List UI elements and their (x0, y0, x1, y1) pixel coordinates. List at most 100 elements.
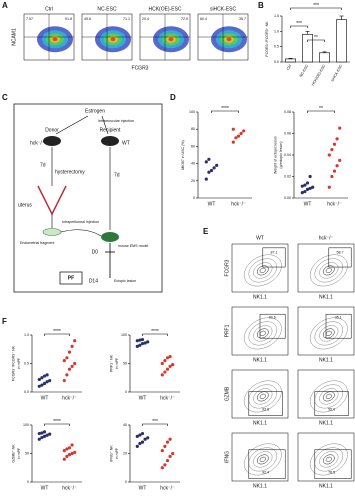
point (67, 367, 72, 371)
y-axis-label: MKI67 in USC (%) (181, 140, 185, 169)
contour (248, 321, 278, 346)
plot-frame (297, 243, 355, 293)
panel-label: D (170, 93, 176, 102)
x-tick-label: WT (41, 395, 49, 401)
point (42, 381, 47, 386)
significance: *** (296, 21, 302, 27)
diagram-frame (13, 103, 163, 293)
significance-bracket (211, 110, 239, 113)
gate-value: 20.4 (142, 17, 149, 21)
gate-value: 35.1 (335, 316, 342, 320)
x-tick-label: hck⁻/⁻ (160, 395, 175, 401)
significance-bracket (142, 333, 168, 336)
diagram-label: Endometrial fragment (20, 241, 54, 245)
point (65, 454, 69, 458)
gate-value: 35.7 (239, 17, 246, 21)
y-tick-label: 0 (193, 196, 195, 200)
point (303, 183, 307, 187)
point (234, 136, 238, 140)
point (37, 437, 41, 441)
arrow (60, 229, 102, 237)
gate (262, 247, 286, 268)
uterus-icon (37, 185, 67, 216)
x-axis-label: NK1.1 (319, 483, 333, 489)
gate-value: 72.9 (181, 17, 188, 21)
x-tick-label: hck⁻/⁻ (62, 485, 77, 491)
point (73, 361, 77, 366)
y-axis-label: in mPF (115, 357, 119, 369)
x-tick-label: WT (139, 485, 147, 491)
point (37, 431, 41, 436)
point (215, 163, 219, 167)
contour (253, 451, 273, 468)
bar (302, 34, 313, 63)
y-tick-label: 100 (121, 333, 127, 337)
y-tick-label: 50 (25, 451, 29, 455)
contour (248, 447, 278, 472)
x-axis-label: FCGR3 (132, 65, 149, 71)
contour (309, 380, 348, 413)
point (330, 174, 334, 179)
plot-title: NC-ESC (97, 6, 117, 12)
contour (253, 325, 273, 342)
contour (248, 384, 278, 409)
point (335, 137, 339, 141)
point (140, 440, 145, 444)
contour (314, 384, 344, 409)
contour (259, 393, 266, 399)
panel-label: E (203, 227, 209, 236)
point (45, 380, 49, 384)
point (303, 189, 307, 194)
diagram-label: WT (122, 140, 130, 146)
point (231, 127, 235, 131)
dish-icon (42, 228, 62, 236)
contour (309, 254, 348, 287)
y-tick-label: 60 (191, 144, 195, 148)
point (327, 185, 331, 189)
diagram-label: hysterectomy (55, 169, 85, 175)
contour (325, 267, 332, 273)
y-tick-label: 1.5 (274, 14, 279, 18)
y-tick-label: 40 (191, 162, 195, 166)
diagram: Estrogen Intramuscular injection Donor R… (13, 103, 163, 293)
panel-label: A (2, 1, 8, 10)
contour (243, 380, 282, 413)
point (332, 142, 337, 146)
density-cloud (226, 37, 232, 42)
point (48, 432, 52, 436)
diagram-label: 7d (40, 162, 46, 168)
diagram-label: 7d (114, 172, 120, 178)
gate-value: 55.0 (328, 407, 335, 411)
point (165, 367, 170, 371)
point (330, 148, 334, 152)
significance: **** (53, 329, 61, 335)
mouse-icon (43, 136, 61, 146)
point (168, 437, 172, 441)
point (231, 140, 235, 144)
bar (336, 19, 347, 63)
point (62, 359, 66, 363)
y-axis-label: Weight of ectopic lesion (273, 136, 277, 174)
y-tick-label: 0.5 (24, 361, 29, 365)
contour (256, 391, 269, 402)
x-axis-label: NK1.1 (253, 357, 267, 363)
point (160, 466, 164, 470)
plot-frame (297, 369, 355, 419)
y-tick-label: 50 (123, 361, 127, 365)
point (165, 440, 170, 444)
point (212, 166, 216, 170)
gate-value: 87.1 (271, 251, 278, 255)
point (138, 338, 142, 342)
point (70, 451, 74, 456)
significance: **** (151, 329, 159, 335)
density-cloud (52, 37, 58, 42)
plot-frame (231, 369, 289, 419)
point (335, 164, 339, 168)
point (70, 364, 74, 368)
point (207, 157, 211, 161)
pf-box (59, 271, 83, 285)
point (67, 350, 72, 354)
point (239, 131, 243, 136)
bar (319, 52, 330, 63)
gate-value: 93.8 (262, 407, 269, 411)
